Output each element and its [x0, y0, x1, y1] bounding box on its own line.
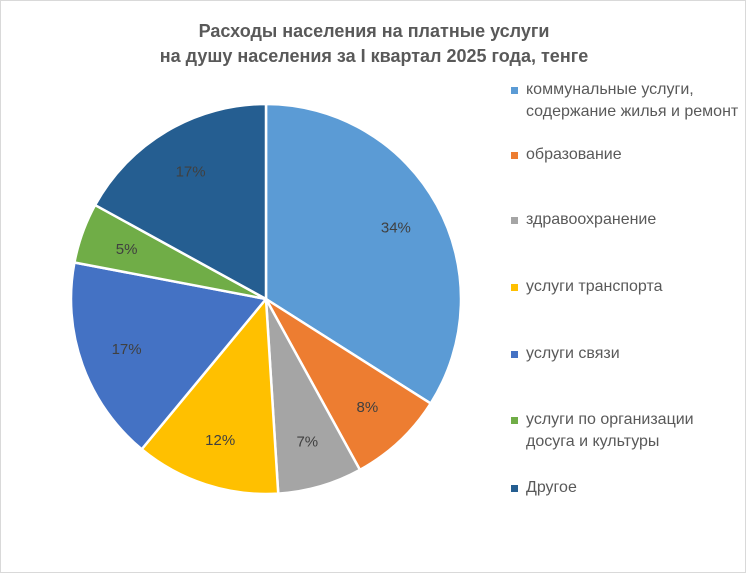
legend-swatch-leisure — [511, 417, 518, 424]
legend-label-communication: услуги связи — [526, 345, 620, 362]
legend-label-education: образование — [526, 146, 622, 163]
legend-item-leisure: услуги по организации досуга и культуры — [511, 409, 743, 453]
pie-label-leisure: 5% — [116, 241, 138, 258]
legend-swatch-education — [511, 152, 518, 159]
pie-label-education: 8% — [357, 399, 379, 416]
legend-label-other: Другое — [526, 479, 577, 496]
legend-swatch-utilities — [511, 87, 518, 94]
legend-item-education: образование — [511, 144, 743, 166]
legend-label-transport: услуги транспорта — [526, 278, 663, 295]
pie-slice-communication — [69, 261, 268, 451]
chart-title-line-2: на душу населения за I квартал 2025 года… — [159, 46, 589, 66]
pie-label-communication: 17% — [112, 341, 142, 358]
pie-label-other: 17% — [176, 163, 206, 180]
pie-slice-education — [264, 297, 432, 472]
legend-swatch-other — [511, 485, 518, 492]
pie-label-healthcare: 7% — [296, 433, 318, 450]
pie-label-transport: 12% — [205, 432, 235, 449]
legend-swatch-transport — [511, 284, 518, 291]
chart-title-line-1: Расходы населения на платные услуги — [198, 21, 550, 41]
legend-swatch-healthcare — [511, 217, 518, 224]
legend-item-other: Другое — [511, 477, 743, 499]
legend-swatch-communication — [511, 351, 518, 358]
chart-title: Расходы населения на платные услуги на д… — [1, 19, 746, 69]
pie-label-utilities: 34% — [381, 220, 411, 237]
legend-item-healthcare: здравоохранение — [511, 209, 743, 231]
pie-slice-other — [93, 102, 268, 301]
legend-label-healthcare: здравоохранение — [526, 211, 657, 228]
legend-label-leisure: услуги по организации досуга и культуры — [526, 411, 694, 450]
legend-label-utilities: коммунальные услуги, содержание жилья и … — [526, 81, 739, 120]
legend-item-communication: услуги связи — [511, 343, 743, 365]
legend-item-utilities: коммунальные услуги, содержание жилья и … — [511, 79, 743, 123]
pie-slice-transport — [140, 297, 280, 496]
legend-item-transport: услуги транспорта — [511, 276, 743, 298]
